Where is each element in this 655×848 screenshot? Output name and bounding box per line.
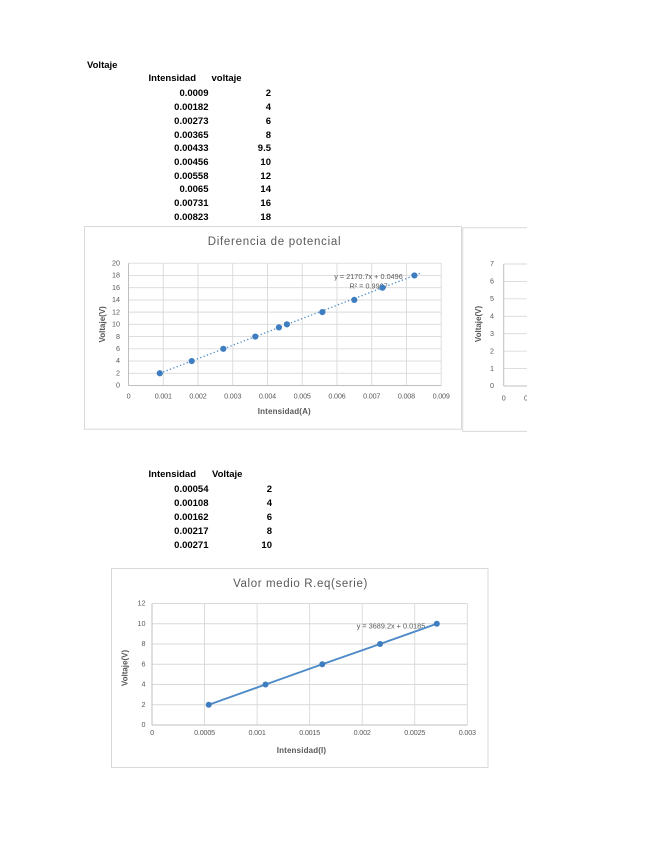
svg-text:0.003: 0.003 <box>459 728 476 737</box>
svg-text:0: 0 <box>502 393 506 402</box>
svg-text:0.002: 0.002 <box>189 391 206 400</box>
svg-text:14: 14 <box>112 295 120 304</box>
svg-text:0: 0 <box>127 391 131 400</box>
svg-text:2: 2 <box>116 368 120 377</box>
svg-text:5: 5 <box>490 294 494 303</box>
svg-text:0.001: 0.001 <box>249 728 266 737</box>
svg-text:0.003: 0.003 <box>224 391 241 400</box>
svg-text:Voltaje(V): Voltaje(V) <box>98 305 107 342</box>
svg-text:16: 16 <box>112 282 120 291</box>
svg-text:8: 8 <box>116 331 120 340</box>
svg-text:0.002: 0.002 <box>354 728 371 737</box>
svg-text:18: 18 <box>112 270 120 279</box>
svg-text:0.0005: 0.0005 <box>194 728 215 737</box>
svg-text:0.009: 0.009 <box>433 391 450 400</box>
svg-text:0.007: 0.007 <box>363 391 380 400</box>
svg-text:0.004: 0.004 <box>259 391 276 400</box>
svg-text:2: 2 <box>142 700 146 709</box>
svg-text:0.006: 0.006 <box>328 391 345 400</box>
svg-text:0: 0 <box>150 728 154 737</box>
svg-text:6: 6 <box>116 344 120 353</box>
svg-text:0.0015: 0.0015 <box>299 728 320 737</box>
svg-text:Voltaje(V): Voltaje(V) <box>474 305 483 342</box>
svg-text:7: 7 <box>490 259 494 268</box>
svg-text:Valor medio R.eq(serie): Valor medio R.eq(serie) <box>233 578 368 590</box>
svg-text:10: 10 <box>112 319 120 328</box>
svg-text:4: 4 <box>116 356 120 365</box>
svg-text:0.0005: 0.0005 <box>524 393 527 402</box>
svg-text:y = 2170.7x + 0.0496: y = 2170.7x + 0.0496 <box>334 271 403 280</box>
svg-text:12: 12 <box>112 307 120 316</box>
svg-text:0.008: 0.008 <box>398 391 415 400</box>
svg-text:4: 4 <box>490 311 494 320</box>
svg-text:6: 6 <box>142 659 146 668</box>
svg-text:0: 0 <box>116 380 120 389</box>
svg-text:4: 4 <box>142 680 146 689</box>
svg-text:Voltaje(V): Voltaje(V) <box>121 650 130 687</box>
svg-text:20: 20 <box>112 258 120 267</box>
svg-text:0.005: 0.005 <box>294 391 311 400</box>
svg-text:Intensidad(I): Intensidad(I) <box>277 746 327 755</box>
svg-text:Diferencia de potencial: Diferencia de potencial <box>208 236 342 248</box>
svg-text:12: 12 <box>138 599 146 608</box>
svg-text:0: 0 <box>490 381 494 390</box>
svg-text:6: 6 <box>490 276 494 285</box>
svg-text:2: 2 <box>490 346 494 355</box>
svg-text:Intensidad(A): Intensidad(A) <box>258 407 311 416</box>
svg-text:3: 3 <box>490 328 494 337</box>
svg-text:0: 0 <box>142 720 146 729</box>
svg-text:0.001: 0.001 <box>155 391 172 400</box>
svg-text:10: 10 <box>138 619 146 628</box>
svg-text:y = 3689.2x + 0.0185: y = 3689.2x + 0.0185 <box>357 622 426 631</box>
svg-text:0.0025: 0.0025 <box>404 728 425 737</box>
svg-text:R² = 0.9987: R² = 0.9987 <box>349 281 387 290</box>
svg-text:8: 8 <box>142 639 146 648</box>
svg-text:1: 1 <box>490 363 494 372</box>
